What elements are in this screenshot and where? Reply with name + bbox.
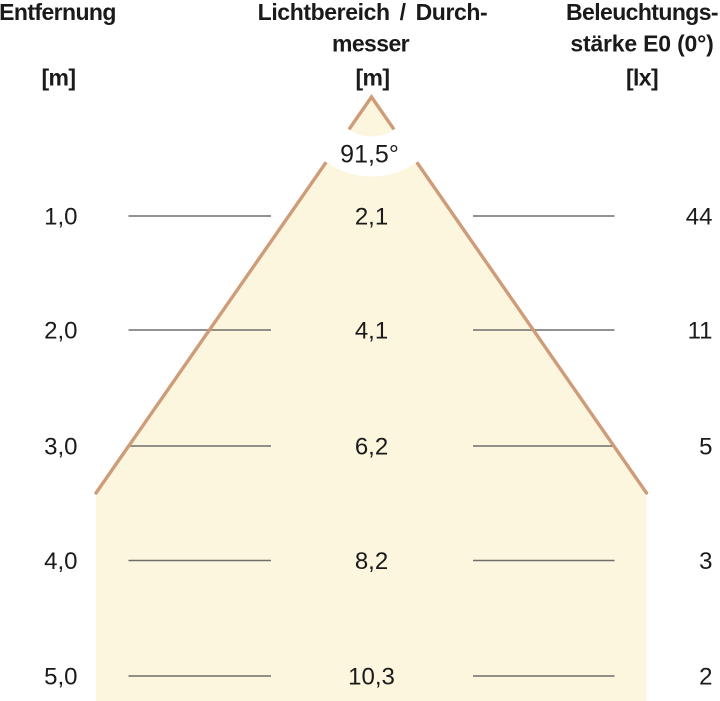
svg-text:[m]: [m] bbox=[42, 65, 76, 91]
svg-text:11: 11 bbox=[688, 317, 713, 344]
svg-text:91,5°: 91,5° bbox=[340, 141, 399, 169]
svg-text:5: 5 bbox=[699, 433, 712, 460]
svg-text:messer: messer bbox=[332, 31, 410, 57]
svg-text:3,0: 3,0 bbox=[44, 433, 77, 460]
svg-text:[lx]: [lx] bbox=[626, 65, 658, 91]
svg-text:3: 3 bbox=[699, 548, 712, 575]
svg-text:Beleuchtungs-: Beleuchtungs- bbox=[566, 0, 718, 25]
svg-text:4,1: 4,1 bbox=[355, 317, 388, 344]
svg-text:5,0: 5,0 bbox=[44, 663, 77, 690]
svg-text:2,1: 2,1 bbox=[355, 203, 388, 230]
svg-text:stärke E0 (0°): stärke E0 (0°) bbox=[570, 31, 713, 57]
svg-text:10,3: 10,3 bbox=[348, 663, 395, 690]
svg-text:2,0: 2,0 bbox=[44, 317, 77, 344]
svg-text:6,2: 6,2 bbox=[355, 433, 388, 460]
svg-text:1,0: 1,0 bbox=[44, 203, 77, 230]
svg-text:8,2: 8,2 bbox=[355, 548, 388, 575]
svg-text:2: 2 bbox=[699, 663, 712, 690]
svg-text:4,0: 4,0 bbox=[44, 548, 77, 575]
svg-text:[m]: [m] bbox=[356, 65, 390, 91]
svg-text:44: 44 bbox=[686, 203, 713, 230]
svg-text:Lichtbereich / Durch-: Lichtbereich / Durch- bbox=[258, 0, 488, 25]
svg-text:Entfernung: Entfernung bbox=[0, 0, 116, 25]
